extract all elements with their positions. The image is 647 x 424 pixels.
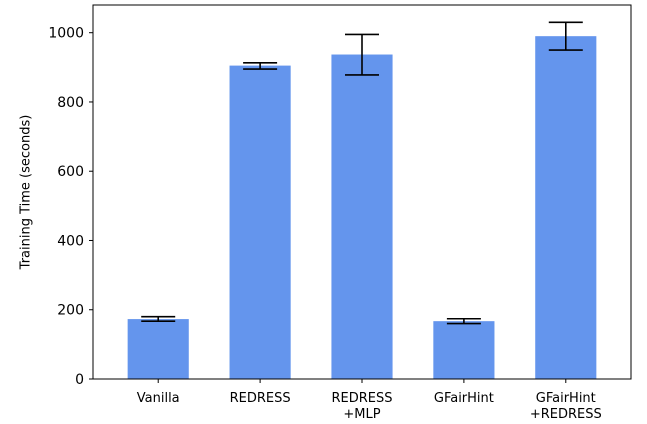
x-tick-label-2-0: REDRESS xyxy=(331,391,392,406)
y-tick-label-1: 200 xyxy=(57,303,84,319)
bar-3 xyxy=(433,321,495,379)
y-tick-label-3: 600 xyxy=(57,164,84,180)
y-tick-label-2: 400 xyxy=(57,233,84,249)
y-axis-label: Training Time (seconds) xyxy=(19,115,34,271)
x-tick-label-4-0: GFairHint xyxy=(536,391,596,406)
x-tick-label-3-0: GFairHint xyxy=(434,391,494,406)
error-bars-group xyxy=(141,21,583,325)
x-tick-label-4-1: +REDRESS xyxy=(530,407,602,422)
y-tick-label-5: 1000 xyxy=(48,26,84,42)
y-tick-label-0: 0 xyxy=(75,372,84,388)
x-tick-label-2-1: +MLP xyxy=(343,407,380,422)
bar-2 xyxy=(331,54,393,379)
bars-group xyxy=(127,36,597,380)
y-tick-label-4: 800 xyxy=(57,95,84,111)
x-tick-label-1-0: REDRESS xyxy=(230,391,291,406)
bar-4 xyxy=(535,36,597,380)
y-ticks-group: 0 200 400 600 800 1000 xyxy=(48,26,93,388)
x-tick-label-0-0: Vanilla xyxy=(137,391,180,406)
bar-1 xyxy=(229,65,291,379)
bar-0 xyxy=(127,319,189,379)
